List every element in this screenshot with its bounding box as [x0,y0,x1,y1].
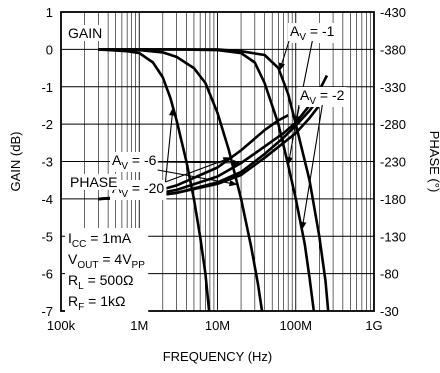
right-y-tick-label: -30 [380,304,399,319]
left-y-tick-label: -5 [41,229,53,244]
annotation-arrowhead [229,179,238,187]
left-y-tick-label: -7 [41,304,53,319]
right-y-tick-label: -430 [380,5,406,20]
annotation-leader [287,104,300,166]
annotation-arrowhead [300,221,307,231]
x-tick-label: 1G [365,318,382,333]
gain-curve-avminus2 [98,48,316,312]
annotation-avminus20: AV = -20 [110,107,232,200]
annotations: AV = -1AV = -2 AV = -6AV = -20 [110,23,347,231]
condition-line: RF = 1kΩ [68,293,125,313]
gain-curve-avminus6 [98,48,264,312]
left-y-tick-label: -6 [41,267,53,282]
annotation-avminus6: AV = -6 [110,152,242,187]
right-y-tick-label: -230 [380,155,406,170]
annotation-backing [110,180,167,200]
x-axis-title: FREQUENCY (Hz) [163,349,273,364]
annotation-avminus1: AV = -1 [278,23,337,125]
condition-line: RL = 500Ω [68,272,133,292]
annotation-leader [157,161,242,164]
annotation-backing [288,23,337,43]
right-y-tick-label: -180 [380,192,406,207]
phase-label-box: PHASE [68,173,120,190]
annotation-arrowhead [286,156,293,166]
annotation-arrowhead [233,159,242,167]
annotation-backing [110,152,159,172]
left-y-tick-label: -4 [41,192,53,207]
annotation-leader [157,169,238,186]
annotation-arrowhead [222,157,232,164]
left-y-tick-label: -1 [41,80,53,95]
conditions-backing [65,228,149,315]
phase-group-label: PHASE [70,174,117,190]
gain-group-label: GAIN [68,25,102,41]
left-y-tick-label: 1 [46,5,53,20]
annotation-avminus2: AV = -2 [286,87,347,231]
right-y-tick-label: -80 [380,267,399,282]
left-y-tick-label: -3 [41,155,53,170]
x-tick-label: 100k [47,318,76,333]
left-y-axis-title: GAIN (dB) [8,132,23,192]
tick-labels: 100k 1M 10M 100M 1G 1 0 -1 -2 -3 -4 -5 -6 -7 -30 -80 -13… [41,5,406,333]
right-y-tick-label: -330 [380,80,406,95]
x-tick-label: 1M [130,318,148,333]
annotation-arrowhead [169,107,176,116]
gain-label-box: GAIN [66,25,105,41]
annotation-label: AV = -2 [300,87,345,107]
right-y-tick-label: -380 [380,42,406,57]
annotation-backing [298,87,347,107]
x-tick-label: 100M [279,318,312,333]
plot-frame [60,11,375,312]
x-tick-label: 10M [205,318,230,333]
left-y-tick-label: 0 [46,42,53,57]
left-y-tick-label: -2 [41,117,53,132]
annotation-leader [165,156,232,183]
annotation-arrowhead [278,62,285,72]
right-y-tick-label: -130 [380,229,406,244]
annotation-leader [164,107,174,183]
right-y-tick-label: -280 [380,117,406,132]
right-y-axis-title: PHASE (°) [427,131,440,193]
annotation-leader [301,104,323,231]
